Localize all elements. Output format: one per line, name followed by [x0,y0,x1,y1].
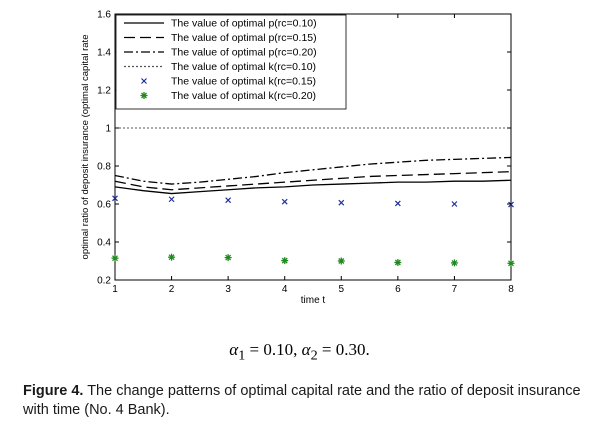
y-tick-label: 0.2 [97,276,111,287]
legend: The value of optimal p(rc=0.10) The value… [115,14,347,110]
y-tick-label: 1.6 [97,10,111,21]
data-point-5 [394,200,401,207]
x-tick-label: 8 [508,284,514,295]
legend-item: The value of optimal p(rc=0.10) [124,18,317,30]
data-point-5 [112,195,118,202]
data-point-6 [224,254,232,262]
series-line-2 [114,171,512,191]
legend-item: The value of optimal k(rc=0.15) [141,76,316,88]
x-tick-label: 6 [395,284,401,295]
legend-item: The value of optimal k(rc=0.20) [140,90,316,102]
caption-text: The change patterns of optimal capital r… [23,383,581,418]
formula-alpha-1: α [229,340,239,359]
caption-label: Figure 4. [23,383,84,399]
y-tick-label: 0.6 [97,200,111,211]
data-point-6 [450,259,458,267]
legend-label: The value of optimal k(rc=0.10) [171,61,316,73]
legend-item: The value of optimal p(rc=0.15) [124,32,317,44]
formula-sub-1: 1 [238,347,246,364]
x-tick-label: 3 [225,284,231,295]
legend-label: The value of optimal k(rc=0.15) [171,76,316,88]
legend-label: The value of optimal k(rc=0.20) [171,90,316,102]
legend-label: The value of optimal p(rc=0.15) [171,32,317,44]
y-tick-label: 1.2 [97,86,111,97]
data-point-5 [451,201,458,207]
formula-mid: = 0.10, [245,340,302,359]
y-axis-label: optimal ratio of deposit insurance (opti… [80,35,91,260]
series-line-3 [114,156,512,185]
formula-end: = 0.30. [317,340,370,359]
x-tick-label: 4 [282,284,288,295]
data-point-6 [507,259,515,267]
data-point-5 [508,201,514,208]
tick-layer: 1 2 3 4 5 6 7 8 0.2 0.4 0.6 0.8 1 1.2 1.4 1.6 [97,10,514,296]
data-point-5 [338,199,345,206]
data-point-6 [337,257,345,265]
legend-item: The value of optimal k(rc=0.10) [124,61,316,73]
data-point-5 [168,196,175,203]
y-tick-label: 1 [105,124,111,135]
series-line-1 [114,179,512,195]
y-tick-label: 1.4 [97,48,111,59]
legend-item: The value of optimal p(rc=0.20) [124,47,317,59]
y-tick-label: 0.8 [97,162,111,173]
figure-caption: Figure 4. The change patterns of optimal… [23,382,583,420]
data-point-5 [281,198,288,205]
data-point-6 [111,254,119,262]
data-point-6 [281,257,289,265]
data-point-6 [394,259,402,267]
legend-label: The value of optimal p(rc=0.20) [171,47,317,59]
x-tick-label: 2 [169,284,175,295]
data-point-5 [225,197,232,204]
formula-alpha-2: α [301,340,311,359]
y-tick-label: 0.4 [97,238,111,249]
x-tick-label: 1 [112,284,118,295]
formula: α1 = 0.10, α2 = 0.30. [0,340,599,364]
x-tick-label: 5 [339,284,345,295]
formula-sub-2: 2 [310,347,318,364]
legend-label: The value of optimal p(rc=0.10) [171,18,317,30]
x-axis-label: time t [301,295,326,306]
series-layer [111,127,515,267]
data-point-6 [168,253,176,261]
legend-box [115,14,347,110]
x-tick-label: 7 [452,284,458,295]
